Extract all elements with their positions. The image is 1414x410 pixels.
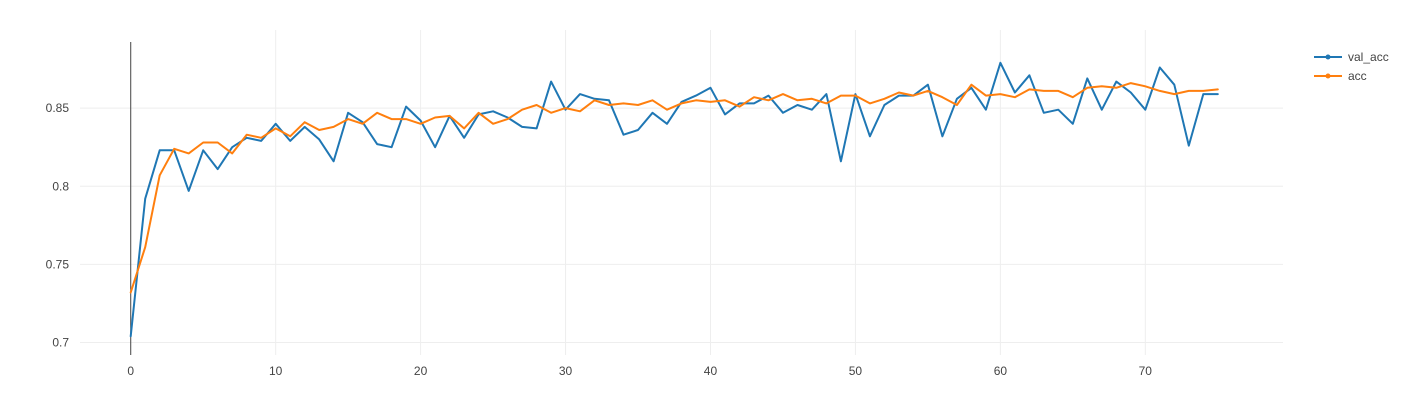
axis-layer: 0.7 0.75 0.8 0.85 0 10 20 30 40 50 60 70 xyxy=(46,42,1153,378)
series-layer xyxy=(129,61,1219,338)
x-tick-label: 30 xyxy=(559,364,573,378)
x-tick-label: 70 xyxy=(1139,364,1153,378)
y-tick-label: 0.75 xyxy=(46,257,70,271)
x-tick-label: 40 xyxy=(704,364,718,378)
legend-marker xyxy=(1325,73,1331,79)
series-line-val-acc xyxy=(129,61,1219,338)
x-tick-label: 10 xyxy=(269,364,283,378)
legend-label: val_acc xyxy=(1348,50,1389,64)
x-tick-label: 60 xyxy=(994,364,1008,378)
x-tick-label: 20 xyxy=(414,364,428,378)
legend-marker xyxy=(1325,54,1331,60)
grid-layer xyxy=(80,30,1283,355)
x-tick-label: 0 xyxy=(127,364,134,378)
series-line-acc xyxy=(129,82,1219,294)
x-tick-label: 50 xyxy=(849,364,863,378)
legend-label: acc xyxy=(1348,69,1367,83)
y-tick-label: 0.7 xyxy=(52,336,69,350)
y-tick-label: 0.85 xyxy=(46,101,70,115)
legend-item-val-acc[interactable]: val_acc xyxy=(1314,50,1389,64)
y-tick-label: 0.8 xyxy=(52,179,69,193)
legend-item-acc[interactable]: acc xyxy=(1314,69,1367,83)
